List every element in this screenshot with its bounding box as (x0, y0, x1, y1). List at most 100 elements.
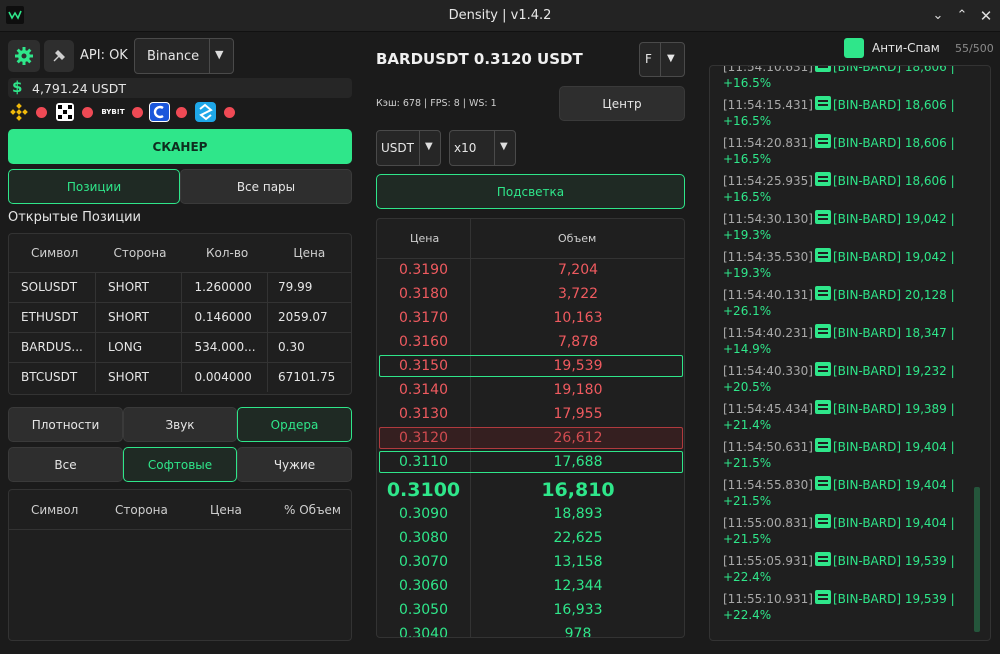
log-timestamp: [11:54:30.130] (723, 212, 813, 226)
settings-button[interactable] (8, 40, 40, 72)
exchange-s-icon[interactable] (195, 102, 216, 122)
quote-select[interactable]: USDT ▼ (376, 130, 441, 166)
table-row[interactable]: ETHUSDT SHORT 0.146000 2059.07 (9, 301, 351, 332)
tab-orders[interactable]: Ордера (237, 407, 352, 442)
log-entry: [11:54:40.231] [BIN-BARD] 18,347 | +14.9% (723, 324, 963, 357)
order-book-volume: 17,955 (553, 406, 603, 422)
table-row[interactable]: BARDUS... LONG 534.000... 0.30 (9, 331, 351, 362)
open-positions-title: Открытые Позиции (8, 210, 141, 225)
filter-all[interactable]: Все (8, 447, 123, 482)
order-book-header: Цена Объем (377, 219, 684, 259)
pick-icon (53, 50, 65, 62)
quote-select-value: USDT (381, 141, 414, 155)
orders-header-row: Символ Сторона Цена % Объем (9, 490, 351, 530)
log-message: [BIN-BARD] 19,389 | (832, 402, 955, 416)
order-book-row[interactable]: 0.3150 19,539 (377, 355, 684, 379)
close-icon[interactable]: ✕ (979, 7, 993, 25)
order-book-row[interactable]: 0.3050 16,933 (377, 599, 684, 623)
book-icon (814, 438, 831, 452)
column-header: % Объем (284, 503, 341, 517)
pick-button[interactable] (44, 40, 74, 72)
order-book-volume: 3,722 (557, 286, 599, 302)
order-book-row[interactable]: 0.3170 10,163 (377, 307, 684, 331)
log-message: [BIN-BARD] 19,539 | (832, 554, 955, 568)
log-timestamp: [11:54:40.330] (723, 364, 813, 378)
book-icon (814, 514, 831, 528)
order-book-row[interactable]: 0.3100 16,810 (377, 478, 684, 506)
order-book-volume: 978 (564, 626, 592, 638)
order-book-volume: 26,612 (553, 430, 603, 446)
order-book-row[interactable]: 0.3180 3,722 (377, 283, 684, 307)
cell-side: SHORT (95, 301, 183, 332)
status-dot-binance (36, 107, 47, 118)
log-percent: +21.5% (723, 494, 772, 508)
log-message: [BIN-BARD] 19,404 | (832, 440, 955, 454)
log-scrollbar[interactable] (974, 487, 980, 632)
f-select[interactable]: F ▼ (639, 42, 685, 77)
bybit-icon[interactable]: BYB!T (101, 108, 125, 116)
log-percent: +19.3% (723, 266, 772, 280)
order-book-price: 0.3120 (399, 430, 448, 446)
table-row[interactable]: BTCUSDT SHORT 0.004000 67101.75 (9, 361, 351, 392)
log-message: [BIN-BARD] 18,347 | (832, 326, 955, 340)
tab-all-pairs[interactable]: Все пары (180, 169, 352, 204)
log-entry: [11:54:35.530] [BIN-BARD] 19,042 | +19.3% (723, 248, 963, 281)
order-book-row[interactable]: 0.3040 978 (377, 623, 684, 638)
order-book-row[interactable]: 0.3060 12,344 (377, 575, 684, 599)
order-book-row[interactable]: 0.3190 7,204 (377, 259, 684, 283)
filter-soft[interactable]: Софтовые (123, 447, 237, 482)
chevron-down-icon: ▼ (500, 141, 508, 152)
log-percent: +22.4% (723, 608, 772, 622)
maximize-icon[interactable]: ⌃ (956, 8, 968, 23)
order-book-volume: 12,344 (553, 578, 603, 594)
exchange-c-icon[interactable] (149, 102, 170, 122)
book-icon (814, 248, 831, 262)
log-timestamp: [11:54:20.831] (723, 136, 813, 150)
log-message: [BIN-BARD] 18,606 | (832, 65, 955, 74)
binance-icon[interactable] (10, 103, 28, 121)
table-row[interactable]: SOLUSDT SHORT 1.260000 79.99 (9, 271, 351, 302)
order-book-row[interactable]: 0.3120 26,612 (377, 427, 684, 451)
order-book-price: 0.3160 (399, 334, 448, 350)
order-book-row[interactable]: 0.3160 7,878 (377, 331, 684, 355)
order-book-price: 0.3100 (386, 479, 461, 501)
cell-price: 67101.75 (267, 361, 351, 392)
filter-foreign[interactable]: Чужие (237, 447, 352, 482)
antispam-checkbox[interactable] (844, 38, 864, 58)
center-button[interactable]: Центр (559, 86, 685, 121)
log-percent: +16.5% (723, 190, 772, 204)
cell-qty: 0.146000 (181, 301, 269, 332)
log-percent: +16.5% (723, 152, 772, 166)
order-book-row[interactable]: 0.3110 17,688 (377, 451, 684, 475)
okx-icon[interactable] (56, 103, 74, 121)
column-header: Сторона (115, 503, 168, 517)
cell-symbol: BTCUSDT (9, 361, 97, 392)
leverage-select[interactable]: x10 ▼ (449, 130, 516, 166)
tab-densities[interactable]: Плотности (8, 407, 123, 442)
scanner-button[interactable]: СКАНЕР (8, 129, 352, 164)
order-book-row[interactable]: 0.3130 17,955 (377, 403, 684, 427)
log-percent: +21.5% (723, 456, 772, 470)
order-book-row[interactable]: 0.3070 13,158 (377, 551, 684, 575)
tab-sound[interactable]: Звук (123, 407, 237, 442)
column-header: Цена (410, 232, 440, 245)
order-book-price: 0.3180 (399, 286, 448, 302)
log-entry: [11:54:25.935] [BIN-BARD] 18,606 | +16.5% (723, 172, 963, 205)
positions-header-row: Символ Сторона Кол-во Цена (9, 234, 351, 272)
log-message: [BIN-BARD] 19,042 | (832, 212, 955, 226)
order-book-price: 0.3140 (399, 382, 448, 398)
order-book-row[interactable]: 0.3140 19,180 (377, 379, 684, 403)
exchange-select[interactable]: Binance ▼ (134, 38, 234, 74)
highlight-button[interactable]: Подсветка (376, 174, 685, 209)
f-select-value: F (645, 52, 652, 66)
status-dot-exchange-s (224, 107, 235, 118)
log-percent: +20.5% (723, 380, 772, 394)
tab-positions[interactable]: Позиции (8, 169, 180, 204)
order-book-price: 0.3110 (399, 454, 448, 470)
symbol-title: BARDUSDT 0.3120 USDT (376, 50, 583, 68)
minimize-icon[interactable]: ⌄ (932, 8, 944, 23)
order-book-row[interactable]: 0.3080 22,625 (377, 527, 684, 551)
cell-side: LONG (95, 331, 183, 362)
order-book-row[interactable]: 0.3090 18,893 (377, 503, 684, 527)
log-message: [BIN-BARD] 19,539 | (832, 592, 955, 606)
